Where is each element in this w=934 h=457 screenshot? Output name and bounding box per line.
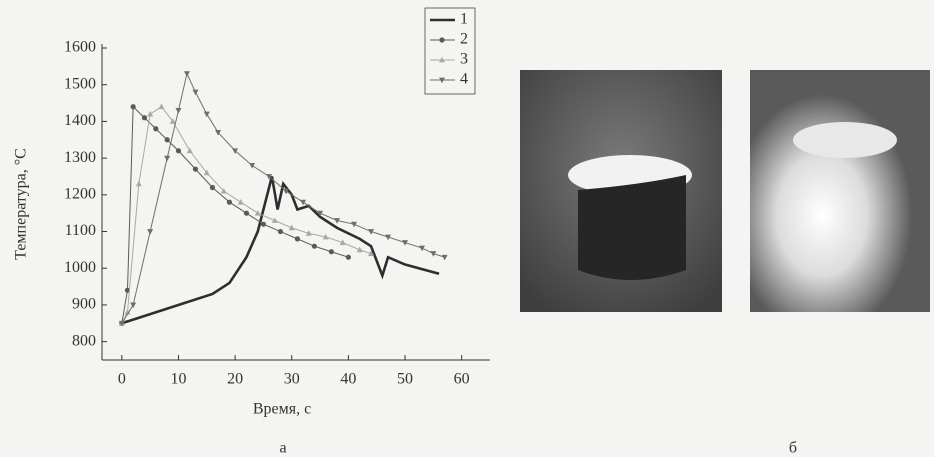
data-point	[261, 222, 266, 227]
data-point	[184, 71, 190, 77]
legend-marker	[439, 37, 444, 42]
data-point	[346, 255, 351, 260]
x-tick-label: 60	[454, 371, 470, 388]
x-tick-label: 40	[340, 371, 356, 388]
data-point	[175, 108, 181, 114]
data-point	[165, 137, 170, 142]
legend-label: 2	[460, 31, 468, 48]
data-point	[142, 115, 147, 120]
data-point	[249, 163, 255, 169]
y-tick-label: 1000	[64, 259, 96, 276]
data-point	[158, 104, 164, 110]
data-point	[164, 156, 170, 162]
data-point	[419, 246, 425, 252]
data-point	[192, 90, 198, 96]
data-point	[255, 210, 261, 216]
y-tick-label: 800	[72, 332, 96, 349]
data-point	[153, 126, 158, 131]
panel-label: а	[279, 440, 286, 457]
data-point	[147, 229, 153, 235]
series-line	[122, 176, 439, 323]
data-point	[300, 200, 306, 206]
data-point	[312, 244, 317, 249]
series-line	[122, 107, 349, 324]
photo-right	[750, 70, 930, 312]
x-tick-label: 0	[118, 371, 126, 388]
x-tick-label: 50	[397, 371, 413, 388]
data-point	[278, 229, 283, 234]
data-point	[238, 199, 244, 205]
data-point	[147, 111, 153, 117]
data-point	[295, 236, 300, 241]
x-tick-label: 10	[170, 371, 186, 388]
x-tick-label: 30	[284, 371, 300, 388]
y-axis-label: Температура, °C	[13, 148, 30, 260]
data-point	[204, 112, 210, 118]
y-tick-label: 1200	[64, 185, 96, 202]
y-tick-label: 1100	[65, 222, 96, 239]
data-point	[130, 303, 136, 309]
data-point	[227, 200, 232, 205]
y-tick-label: 1500	[64, 75, 96, 92]
series-line	[122, 74, 445, 324]
panel-label: б	[789, 440, 797, 457]
figure: а б Время, с Температура, °C 800 900 1000 1…	[0, 0, 934, 457]
data-point	[136, 181, 142, 187]
data-point	[329, 249, 334, 254]
legend-label: 1	[460, 11, 468, 28]
data-point	[131, 104, 136, 109]
x-axis-label: Время, с	[253, 401, 311, 418]
y-tick-label: 900	[72, 296, 96, 313]
data-point	[193, 167, 198, 172]
legend-label: 4	[460, 71, 468, 88]
data-point	[176, 148, 181, 153]
photo-left	[520, 70, 722, 312]
y-tick-label: 1300	[64, 149, 96, 166]
data-point	[244, 211, 249, 216]
y-tick-label: 1600	[64, 39, 96, 56]
x-tick-label: 20	[227, 371, 243, 388]
legend-label: 3	[460, 51, 468, 68]
data-point	[442, 255, 448, 261]
y-tick-label: 1400	[64, 112, 96, 129]
data-point	[210, 185, 215, 190]
data-point	[187, 148, 193, 154]
